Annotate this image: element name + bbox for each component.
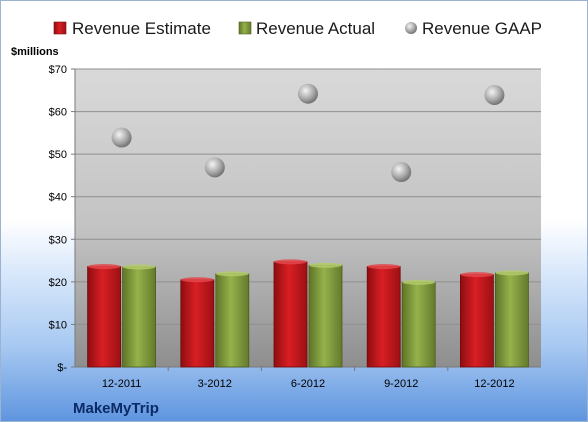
legend-swatch-actual: [238, 21, 252, 35]
bars-layer: [87, 259, 529, 368]
brand-label: MakeMyTrip: [73, 400, 159, 417]
legend: Revenue Estimate Revenue Actual Revenue …: [53, 19, 542, 38]
bar-revenue-estimate: [366, 266, 401, 368]
bar-revenue-actual: [401, 281, 436, 368]
legend-label-estimate: Revenue Estimate: [72, 19, 211, 38]
bar-revenue-actual: [494, 272, 529, 368]
bar-revenue-actual-top: [215, 271, 249, 277]
x-tick-label: 12-2012: [474, 378, 514, 390]
bar-revenue-estimate-top: [367, 264, 401, 270]
point-revenue-gaap: [204, 157, 225, 178]
point-revenue-gaap: [298, 83, 318, 104]
point-revenue-gaap: [484, 84, 505, 105]
x-tick-label: 6-2012: [291, 378, 325, 390]
bar-revenue-estimate: [180, 279, 215, 368]
x-tick-label: 3-2012: [198, 378, 232, 390]
bar-revenue-estimate: [459, 274, 494, 368]
bar-revenue-actual: [308, 264, 343, 368]
bar-revenue-actual-top: [402, 279, 436, 285]
points-layer: [111, 83, 505, 183]
y-unit-label: $millions: [11, 46, 59, 58]
bar-revenue-actual: [215, 273, 250, 368]
bar-revenue-estimate-top: [87, 264, 121, 270]
legend-marker-gaap: [405, 22, 417, 34]
legend-label-actual: Revenue Actual: [256, 19, 375, 38]
y-tick-label: $10: [49, 319, 67, 331]
bar-revenue-estimate: [273, 261, 308, 368]
x-tick-label: 9-2012: [384, 378, 418, 390]
y-tick-label: $-: [57, 362, 67, 374]
y-tick-label: $70: [49, 64, 67, 76]
x-tick-label: 12-2011: [102, 378, 142, 390]
y-tick-label: $30: [49, 234, 67, 246]
y-tick-label: $50: [49, 149, 67, 161]
bar-revenue-estimate-top: [180, 277, 214, 283]
x-tick-labels: 12-2011 3-2012 6-2012 9-2012 12-2012: [102, 367, 515, 390]
y-tick-label: $40: [49, 192, 67, 204]
legend-swatch-estimate: [53, 21, 67, 35]
bar-revenue-actual-top: [122, 264, 156, 270]
bar-revenue-estimate-top: [274, 259, 307, 265]
point-revenue-gaap: [111, 127, 132, 148]
bar-revenue-actual-top: [309, 262, 342, 268]
y-tick-label: $60: [49, 107, 67, 119]
bar-revenue-estimate: [87, 266, 121, 368]
bar-revenue-actual: [122, 266, 156, 368]
legend-label-gaap: Revenue GAAP: [422, 19, 542, 38]
point-revenue-gaap: [391, 162, 412, 183]
bar-revenue-actual-top: [495, 270, 529, 276]
bar-revenue-estimate-top: [460, 272, 494, 278]
y-tick-labels: $- $10 $20 $30 $40 $50 $60 $70: [49, 64, 68, 374]
y-tick-label: $20: [49, 277, 67, 289]
